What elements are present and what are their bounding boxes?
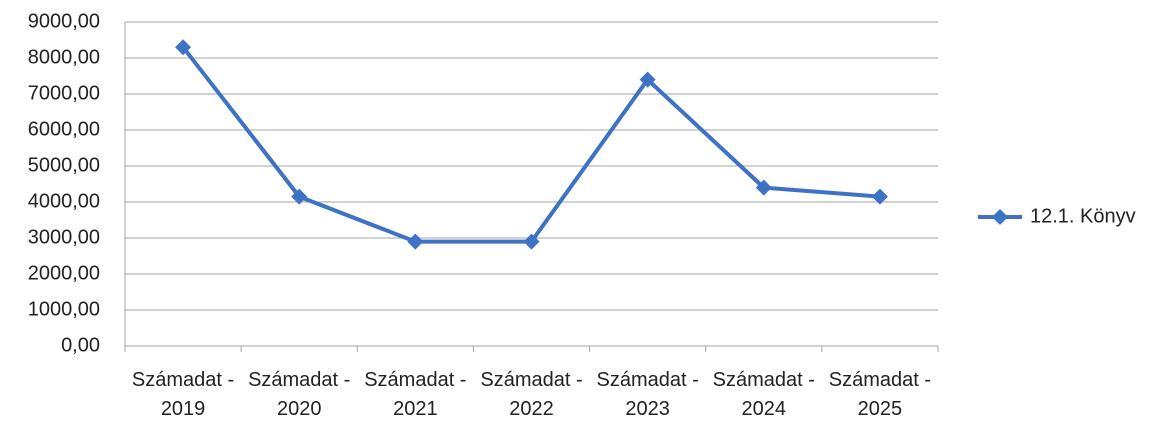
legend-marker	[992, 209, 1008, 225]
x-tick-label: Számadat - 2021	[364, 369, 467, 420]
y-tick-label: 8000,00	[28, 46, 100, 68]
x-tick-label: Számadat - 2024	[712, 369, 815, 420]
point-marker	[871, 188, 888, 205]
x-tick-label: Számadat - 2019	[131, 369, 235, 420]
y-tick-label: 6000,00	[28, 118, 100, 140]
point-marker	[639, 71, 656, 88]
x-tick-label-box: Számadat - 2021	[364, 369, 467, 420]
x-tick-label: Számadat - 2025	[828, 369, 932, 420]
x-tick-label-box: Számadat - 2022	[480, 369, 583, 420]
legend-label: 12.1. Könyv	[1030, 205, 1136, 227]
series-line	[181, 45, 881, 244]
x-tick-label: Számadat - 2022	[480, 369, 583, 420]
y-tick-label: 5000,00	[28, 154, 100, 176]
y-tick-label: 4000,00	[28, 190, 100, 212]
x-tick-label: Számadat - 2020	[248, 369, 351, 420]
y-tick-label: 7000,00	[28, 82, 100, 104]
x-tick-label-box: Számadat - 2025	[828, 369, 932, 420]
point-marker	[175, 39, 192, 56]
x-tick-label-box: Számadat - 2020	[248, 369, 351, 420]
y-tick-label: 2000,00	[28, 262, 100, 284]
x-tick-label-box: Számadat - 2019	[131, 369, 235, 420]
y-tick-label: 9000,00	[28, 10, 100, 32]
y-tick-label: 0,00	[61, 334, 100, 356]
x-tick-label: Számadat - 2023	[596, 369, 699, 420]
y-tick-label: 1000,00	[28, 298, 100, 320]
y-tick-label: 3000,00	[28, 226, 100, 248]
point-marker	[291, 188, 308, 205]
x-tick-label-box: Számadat - 2024	[712, 369, 815, 420]
point-marker	[407, 233, 424, 250]
point-marker	[755, 179, 772, 196]
x-tick-label-box: Számadat - 2023	[596, 369, 699, 420]
point-marker	[523, 233, 540, 250]
